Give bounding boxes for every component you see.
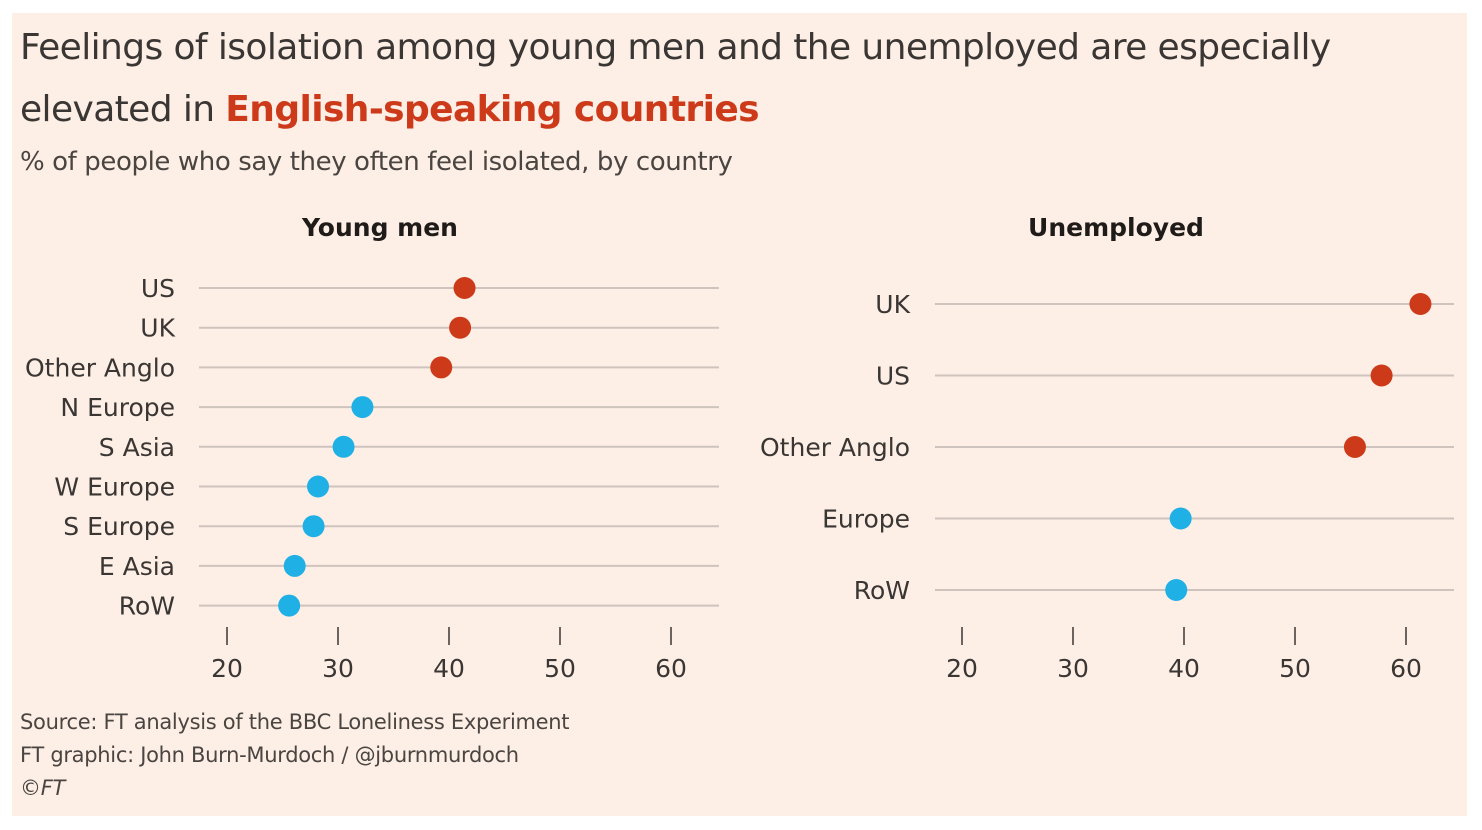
category-label: E Asia — [99, 552, 175, 581]
data-point — [1169, 507, 1192, 530]
data-point — [351, 396, 374, 419]
chart-panel: Feelings of isolation among young men an… — [12, 13, 1467, 816]
category-label: W Europe — [54, 473, 175, 502]
x-tick-label: 30 — [1057, 654, 1089, 683]
x-tick-label: 60 — [1390, 654, 1422, 683]
data-point — [1343, 436, 1366, 458]
copyright-note: ©FT — [20, 776, 66, 800]
category-label: RoW — [854, 576, 910, 605]
data-point — [332, 435, 355, 458]
data-point — [302, 515, 325, 538]
category-label: Other Anglo — [760, 433, 910, 462]
category-label: UK — [140, 314, 175, 343]
chart-title-plain: elevated in — [20, 89, 226, 130]
x-tick-label: 40 — [1168, 654, 1200, 683]
category-label: US — [876, 362, 910, 391]
data-point — [307, 475, 330, 498]
x-tick-label: 60 — [655, 654, 687, 683]
data-point — [1165, 579, 1188, 601]
credit-note: FT graphic: John Burn-Murdoch / @jburnmu… — [20, 743, 519, 767]
data-point — [1370, 364, 1393, 387]
data-point — [283, 554, 306, 577]
x-tick-label: 40 — [433, 654, 465, 683]
source-note: Source: FT analysis of the BBC Lonelines… — [20, 710, 570, 734]
category-label: Europe — [822, 505, 910, 534]
chart-title-line1: Feelings of isolation among young men an… — [20, 27, 1331, 68]
chart-title-highlight: English-speaking countries — [225, 89, 759, 130]
data-point — [1409, 293, 1432, 315]
data-point — [278, 594, 301, 617]
category-label: Other Anglo — [25, 353, 175, 382]
panel-title: Unemployed — [1028, 213, 1204, 242]
category-label: S Europe — [63, 512, 175, 541]
category-label: US — [141, 274, 175, 303]
x-tick-label: 20 — [946, 654, 978, 683]
data-point — [430, 356, 453, 379]
x-tick-label: 20 — [211, 654, 243, 683]
x-tick-label: 50 — [1279, 654, 1311, 683]
chart-title-line2: elevated in English-speaking countries — [20, 89, 760, 130]
category-label: RoW — [119, 592, 175, 621]
data-point — [453, 277, 476, 299]
x-tick-label: 50 — [544, 654, 576, 683]
category-label: UK — [875, 290, 910, 319]
category-label: N Europe — [60, 393, 175, 422]
category-label: S Asia — [99, 433, 175, 462]
x-tick-label: 30 — [322, 654, 354, 683]
chart-subtitle: % of people who say they often feel isol… — [20, 147, 733, 177]
panel-title: Young men — [301, 213, 458, 242]
data-point — [449, 316, 472, 339]
